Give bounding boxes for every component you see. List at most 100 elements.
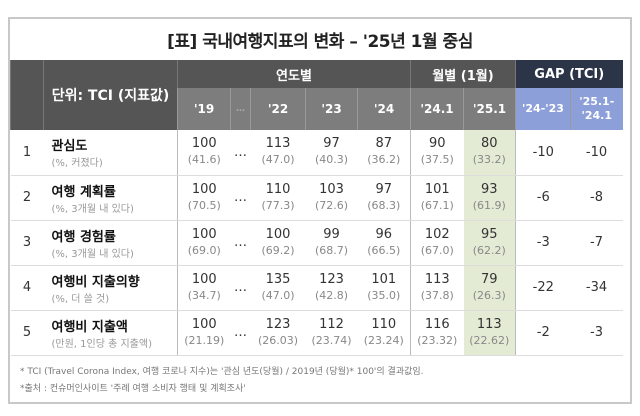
value-cell: 100 (70.5) [177, 175, 231, 221]
raw-value: (23.74) [311, 333, 352, 347]
col-header: '24-'23 [515, 88, 571, 130]
value-cell: 123 (26.03) [250, 310, 306, 356]
tci-value: 101 [371, 271, 397, 287]
footnote-tci: * TCI (Travel Corona Index, 여행 코로나 지수)는 … [20, 367, 424, 377]
raw-value: (41.6) [187, 153, 221, 167]
tci-value: 100 [191, 271, 217, 287]
gap-value: -34 [570, 265, 623, 311]
ellipsis: … [230, 130, 251, 176]
indicator-label: 여행 계획률 [51, 184, 116, 200]
value-cell: 101 (35.0) [357, 265, 411, 311]
table-row: 2 여행 계획률 (%, 3개월 내 있다) 100 (70.5)… 110 (77.3)… [10, 175, 623, 221]
raw-value: (72.6) [314, 198, 349, 212]
value-cell: 80 (33.2) [463, 130, 516, 176]
tci-value: 110 [371, 316, 397, 332]
indicator-label: 관심도 [51, 139, 88, 155]
indicator-label: 여행비 지출의향 [51, 274, 140, 290]
gap-value: -8 [570, 175, 623, 221]
value-cell: 135 (47.0) [250, 265, 306, 311]
col-header: '25.1 [463, 88, 516, 130]
gap-value: -3 [515, 220, 571, 266]
value-cell: 90 (37.5) [410, 130, 464, 176]
gap-value: -7 [570, 220, 623, 266]
value-cell: 101 (67.1) [410, 175, 464, 221]
gap-value: -3 [570, 310, 623, 356]
raw-value: (22.62) [469, 333, 510, 347]
value-cell: 102 (67.0) [410, 220, 464, 266]
value-cell: 93 (61.9) [463, 175, 516, 221]
raw-value: (37.5) [420, 153, 454, 167]
row-number: 2 [10, 175, 44, 221]
raw-value: (69.0) [187, 243, 221, 257]
header-gap: GAP (TCI) [515, 60, 623, 88]
tci-value: 100 [191, 136, 217, 152]
value-cell: 103 (72.6) [305, 175, 358, 221]
value-cell: 100 (41.6) [177, 130, 231, 176]
tci-value: 100 [265, 226, 291, 242]
value-cell: 96 (66.5) [357, 220, 411, 266]
table-title: [표] 국내여행지표의 변화 – '25년 1월 중심 [167, 32, 473, 52]
raw-value: (36.2) [367, 153, 401, 167]
raw-value: (47.0) [261, 153, 295, 167]
raw-value: (67.0) [420, 243, 454, 257]
header-unit: 단위: TCI (지표값) [43, 60, 178, 130]
ellipsis: … [230, 175, 251, 221]
indicator-name: 여행비 지출의향 (%, 더 쓸 것) [43, 265, 178, 311]
tci-value: 97 [323, 136, 340, 152]
raw-value: (67.1) [420, 198, 454, 212]
row-number: 3 [10, 220, 44, 266]
raw-value: (33.2) [472, 153, 506, 167]
tci-value: 123 [265, 316, 291, 332]
raw-value: (68.3) [367, 198, 401, 212]
raw-value: (61.9) [472, 198, 506, 212]
table-row: 4 여행비 지출의향 (%, 더 쓸 것) 100 (34.7)… 135 (47.0) 1… [10, 265, 623, 311]
value-cell: 100 (34.7) [177, 265, 231, 311]
header-yearly: 연도별 [177, 60, 411, 88]
col-header: '19 [177, 88, 231, 130]
col-header: … [230, 88, 251, 130]
raw-value: (37.8) [420, 288, 454, 302]
raw-value: (26.03) [257, 333, 299, 347]
ellipsis: … [230, 265, 251, 311]
tci-value: 110 [265, 181, 291, 197]
value-cell: 100 (21.19) [177, 310, 231, 356]
table-row: 1 관심도 (%, 커졌다) 100 (41.6)… 113 (47.0) 97 (40.3)… [10, 130, 623, 176]
tci-value: 87 [375, 136, 393, 152]
raw-value: (35.0) [367, 288, 401, 302]
col-header: '23 [305, 88, 358, 130]
tci-value: 97 [375, 181, 393, 197]
raw-value: (34.7) [187, 288, 221, 302]
value-cell: 123 (42.8) [305, 265, 358, 311]
gap-value: -22 [515, 265, 571, 311]
tci-value: 103 [319, 181, 344, 197]
indicator-sub: (%, 3개월 내 있다) [51, 248, 134, 260]
ellipsis: … [230, 310, 251, 356]
indicator-name: 관심도 (%, 커졌다) [43, 130, 178, 176]
col-header: '24.1 [410, 88, 464, 130]
table-row: 5 여행비 지출액 (만원, 1인당 총 지출액) 100 (21.19)… 123 (2… [10, 310, 623, 356]
tci-value: 95 [480, 226, 498, 242]
raw-value: (23.24) [363, 333, 404, 347]
tci-value: 100 [191, 226, 217, 242]
ellipsis: … [230, 220, 251, 266]
tci-value: 113 [424, 271, 450, 287]
value-cell: 97 (68.3) [357, 175, 411, 221]
tci-value: 96 [375, 226, 393, 242]
indicator-sub: (%, 더 쓸 것) [51, 293, 110, 305]
tci-value: 90 [428, 136, 446, 152]
value-cell: 100 (69.2) [250, 220, 306, 266]
tci-value: 79 [480, 271, 498, 287]
raw-value: (47.0) [261, 288, 295, 302]
indicator-sub: (%, 커졌다) [51, 158, 103, 170]
gap-value: -2 [515, 310, 571, 356]
raw-value: (62.2) [472, 243, 506, 257]
row-number: 4 [10, 265, 44, 311]
gap-value: -10 [515, 130, 571, 176]
tci-value: 116 [424, 316, 450, 332]
tci-value: 80 [480, 136, 498, 152]
gap-value: -6 [515, 175, 571, 221]
raw-value: (23.32) [417, 333, 458, 347]
indicator-name: 여행 계획률 (%, 3개월 내 있다) [43, 175, 178, 221]
col-header: '25.1-'24.1 [570, 88, 623, 130]
col-header: '22 [250, 88, 306, 130]
